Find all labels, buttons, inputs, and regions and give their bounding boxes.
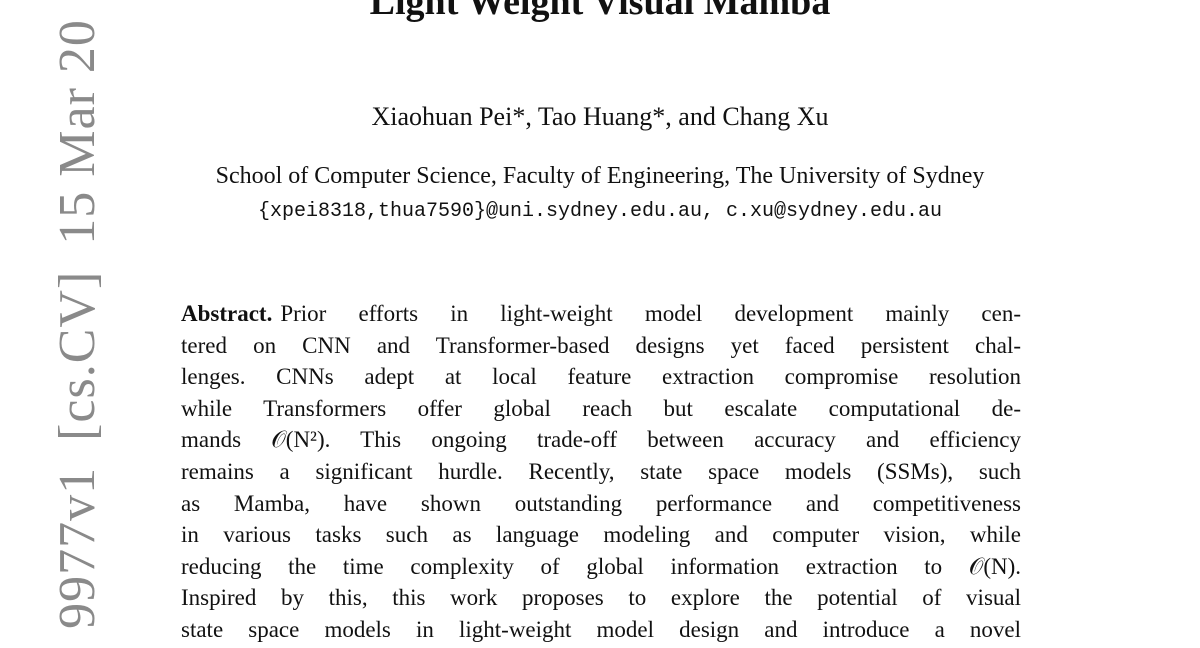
author-emails: {xpei8318,thua7590}@uni.sydney.edu.au, c… [257,200,943,223]
abstract-line: Abstract. Prior efforts in light-weight m… [181,298,1021,330]
arxiv-id: 9977v1 [49,466,106,629]
abstract-line: remains a significant hurdle. Recently, … [181,458,1021,484]
abstract-label: Abstract. [181,301,273,326]
abstract-section: Abstract. Prior efforts in light-weight m… [181,298,1021,646]
abstract-line: Inspired by this, this work proposes to … [181,585,1021,611]
abstract-line: state space models in light-weight model… [181,616,1021,642]
abstract-line: while Transformers offer global reach bu… [181,395,1021,421]
abstract-line: mands 𝒪(N²). This ongoing trade-off betw… [181,427,1021,453]
abstract-line: lenges. CNNs adept at local feature extr… [181,364,1021,390]
paper-authors: Xiaohuan Pei*, Tao Huang*, and Chang Xu [371,102,829,131]
arxiv-category: [cs.CV] [49,270,106,441]
abstract-line: tered on CNN and Transformer-based desig… [181,332,1021,358]
paper-title: Light Weight Visual Mamba [369,0,831,23]
abstract-line: as Mamba, have shown outstanding perform… [181,490,1021,516]
paper-affiliation: School of Computer Science, Faculty of E… [215,163,985,189]
abstract-line: in various tasks such as language modeli… [181,522,1021,548]
abstract-line: reducing the time complexity of global i… [181,553,1021,579]
abstract-line-text: Prior efforts in light-weight model deve… [280,301,1021,326]
